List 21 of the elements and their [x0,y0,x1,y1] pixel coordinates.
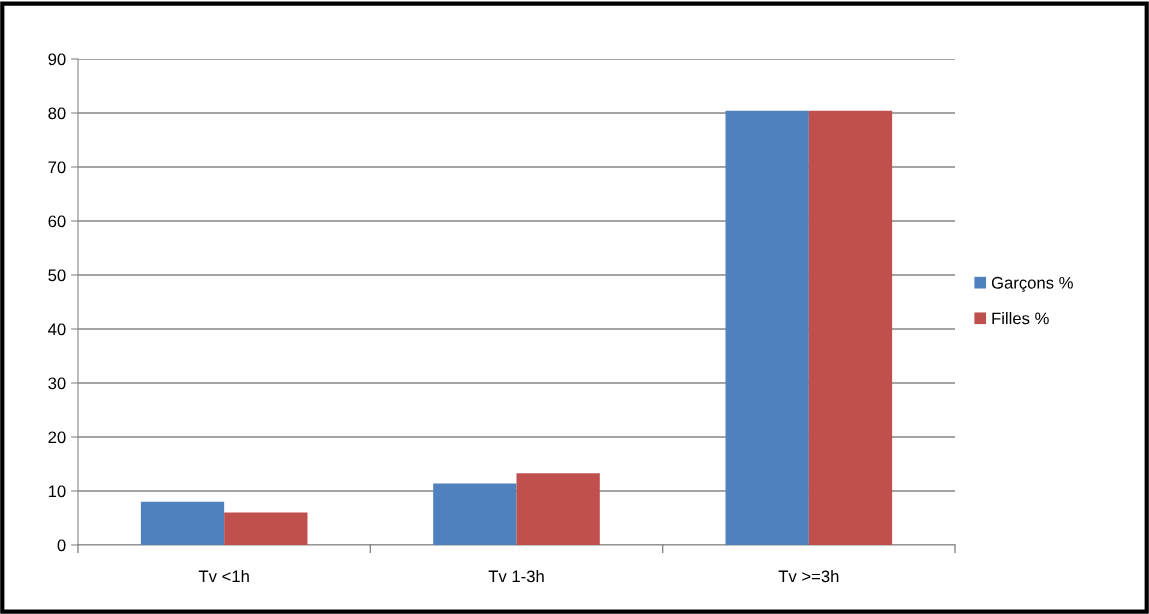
legend-label: Garçons % [991,276,1073,293]
y-tick-label: 20 [48,431,66,444]
x-tick-label: Tv <1h [198,570,249,583]
bar [516,473,600,545]
bar [725,110,809,545]
x-tick-label: Tv >=3h [778,570,839,583]
bar [224,512,308,545]
y-tick-label: 40 [48,323,66,336]
y-tick-label: 80 [48,107,66,120]
y-tick-label: 30 [48,377,66,390]
y-tick-label: 60 [48,215,66,228]
bar [140,501,225,545]
y-tick-label: 70 [48,161,66,174]
bar [808,110,893,545]
y-tick-label: 0 [57,539,66,552]
bar [433,483,517,545]
x-tick-label: Tv 1-3h [488,570,544,583]
y-tick-label: 90 [48,53,66,66]
y-tick-label: 50 [48,269,66,282]
y-tick-label: 10 [48,485,66,498]
legend-label: Filles % [992,312,1049,325]
